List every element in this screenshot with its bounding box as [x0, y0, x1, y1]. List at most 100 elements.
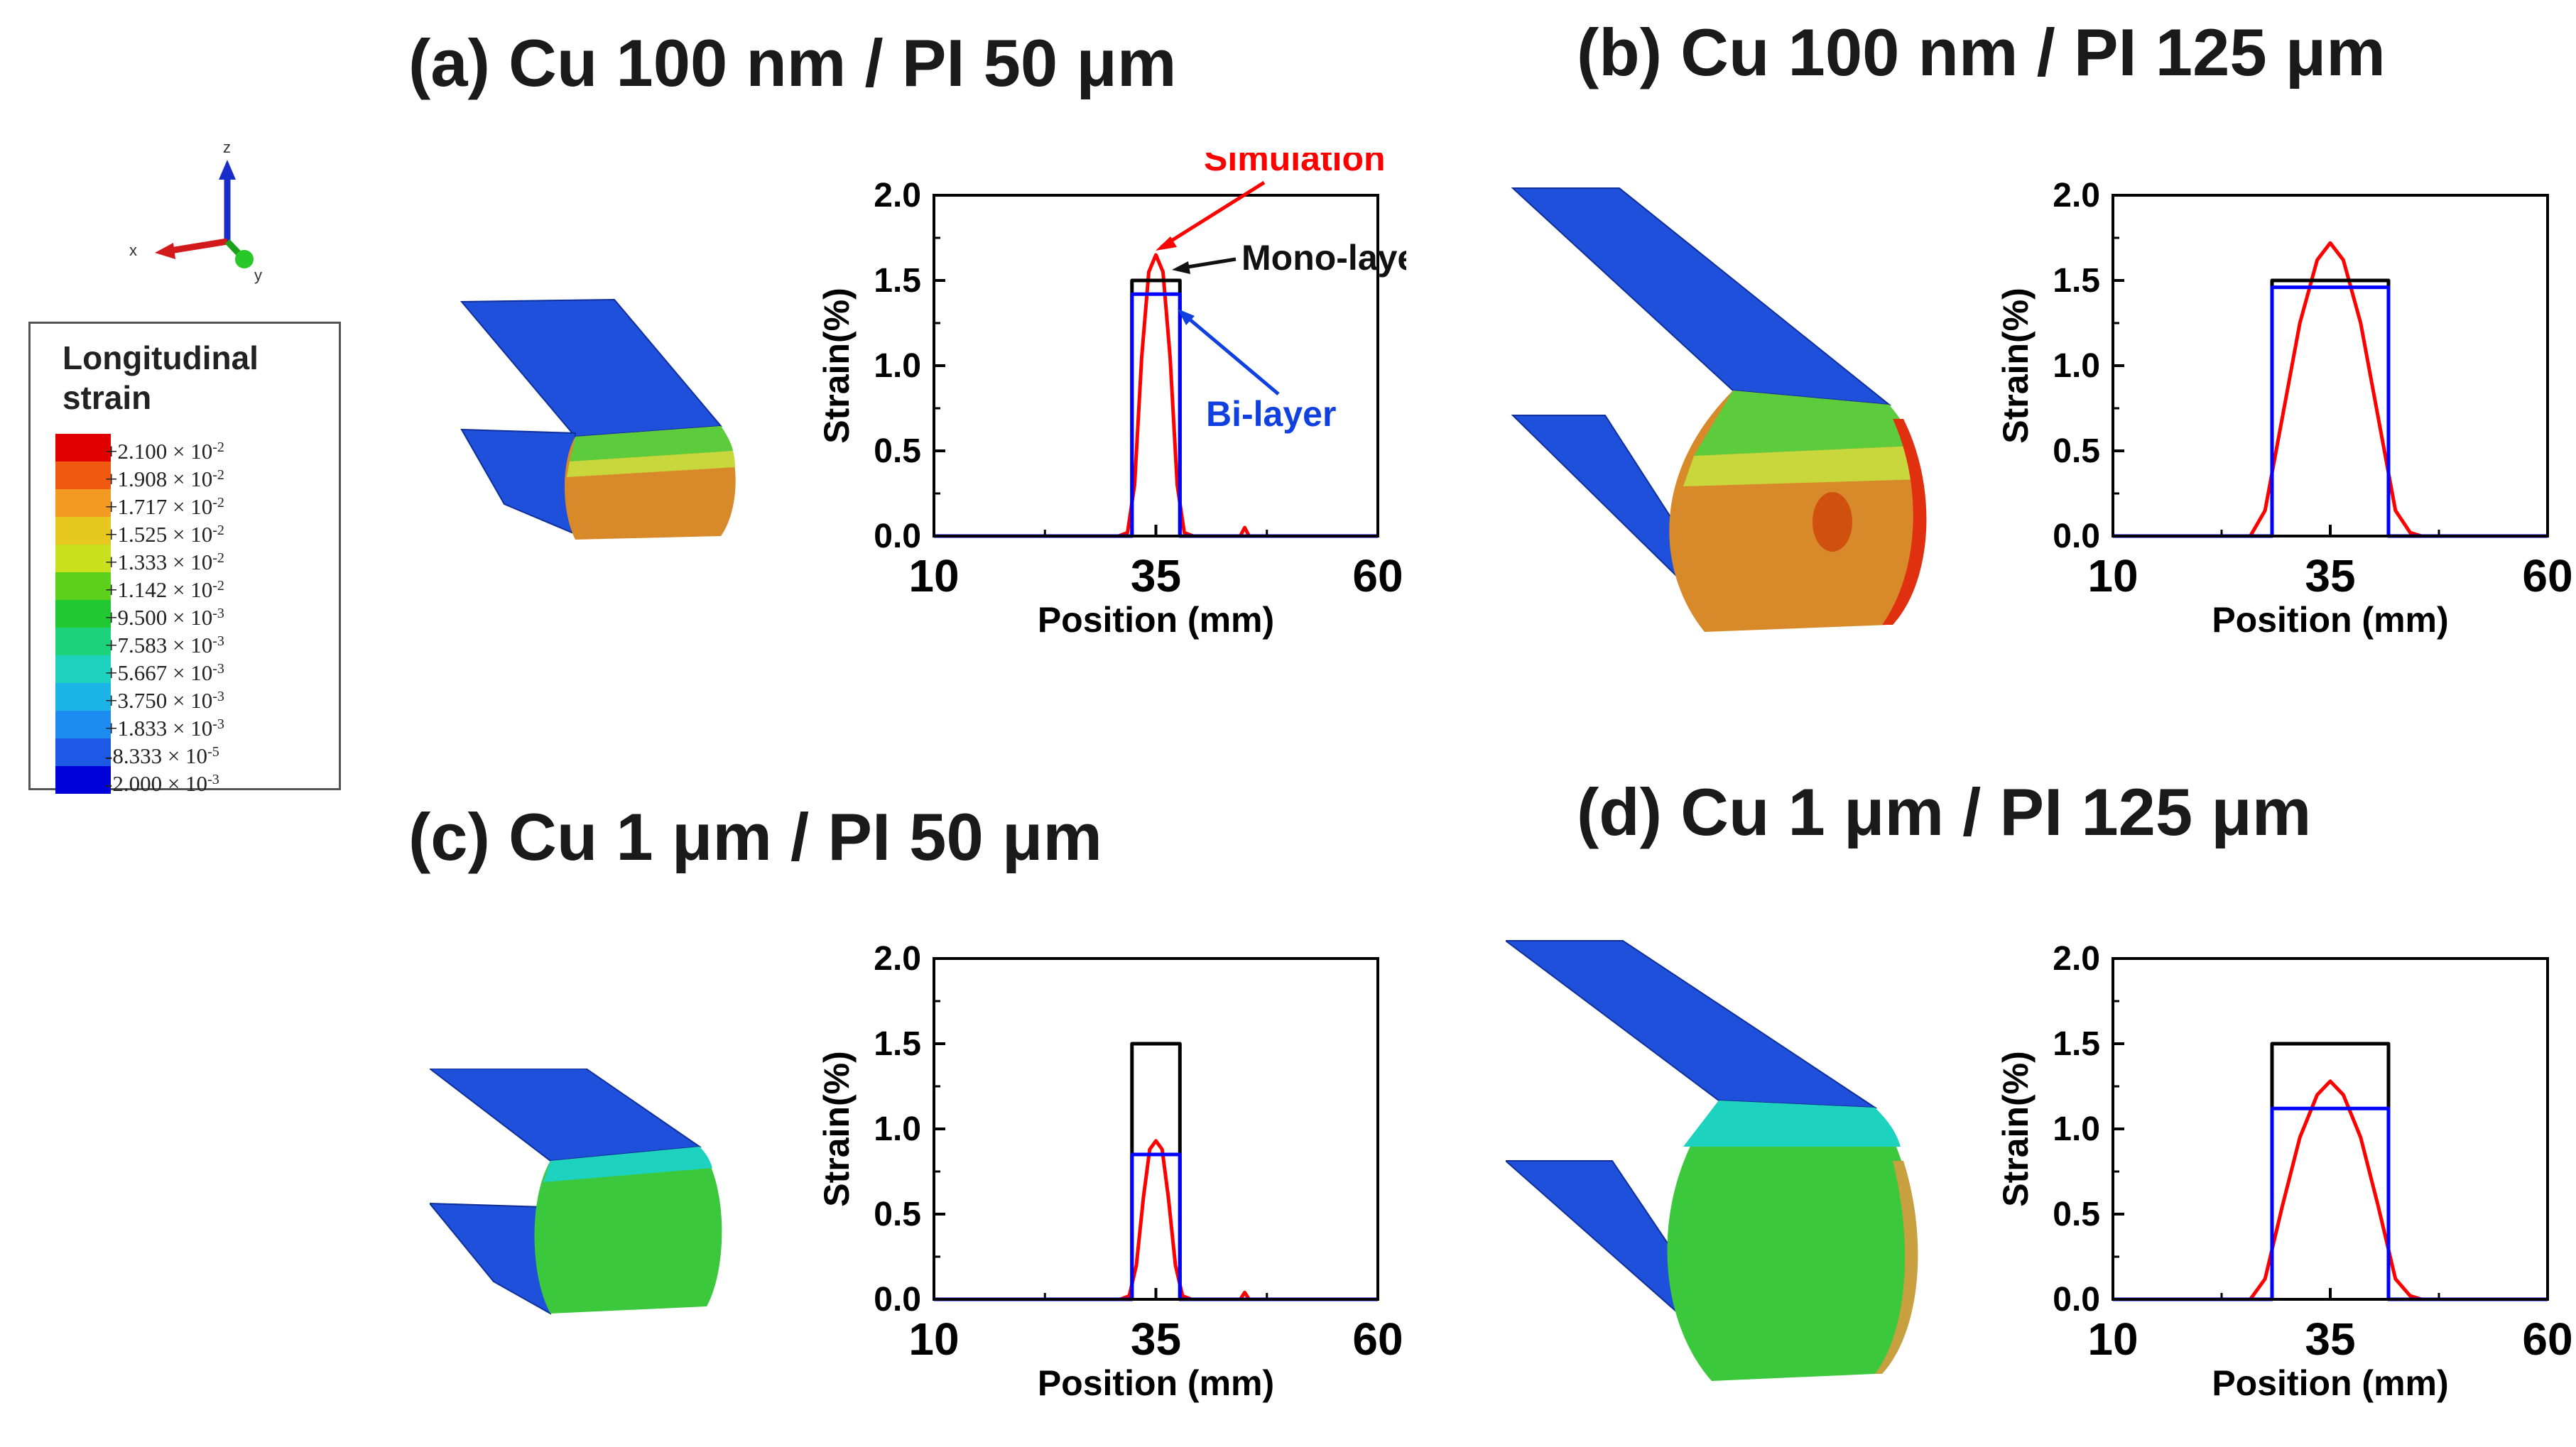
chart-a: 0.0 0.5 1.0 1.5 2.0 10 35 60 Position (mm) Strain…: [817, 177, 1403, 640]
x-tick-label: 10: [908, 1314, 959, 1365]
y-tick-label: 1.5: [874, 1025, 921, 1063]
legend-swatch: [55, 434, 111, 462]
chart-b: 0.0 0.5 1.0 1.5 2.0 10 35 60 Position (mm) Strain…: [1996, 177, 2573, 640]
series-line-mono-layer: [2113, 278, 2548, 538]
plot-area: 0.0 0.5 1.0 1.5 2.0 10 35 60 Position (mm) Strain…: [817, 940, 1403, 1403]
legend-mantissa: +9.500: [105, 605, 168, 630]
y-tick-label: 0.0: [874, 518, 921, 555]
legend-value-label: +1.525 × 10-2: [105, 522, 224, 547]
mesh-render-a: [460, 298, 736, 540]
legend-entry: +1.525 × 10-2: [55, 517, 339, 547]
y-tick-label: 1.0: [2053, 347, 2100, 385]
x-axis-label: Position (mm): [2212, 1363, 2448, 1403]
x-tick-label: 60: [1352, 550, 1403, 601]
legend-swatch: [55, 738, 111, 766]
y-tick-label: 1.5: [874, 262, 921, 300]
legend-swatch: [55, 600, 111, 628]
panel-title-c: (c) Cu 1 μm / PI 50 μm: [408, 799, 1102, 874]
x-axis-label: Position (mm): [1038, 600, 1274, 640]
chart-c: 0.0 0.5 1.0 1.5 2.0 10 35 60 Position (mm) Strain…: [817, 940, 1403, 1403]
strain-color-legend: Longitudinal strain +2.100 × 10-2 +1.908 …: [28, 322, 341, 796]
panel-title-d: (d) Cu 1 μm / PI 125 μm: [1577, 775, 2312, 849]
legend-mantissa: -2.000: [105, 771, 163, 796]
legend-exponent: -3: [212, 661, 224, 677]
legend-exponent: -5: [207, 744, 219, 760]
x-tick-label: 60: [2522, 1314, 2572, 1365]
y-tick-label: 1.0: [874, 1110, 921, 1148]
mesh-render-b: [1511, 187, 1927, 632]
legend-entry: +1.333 × 10-2: [55, 545, 339, 574]
x-tick-label: 35: [1131, 550, 1181, 601]
y-tick-label: 0.0: [2053, 518, 2100, 555]
legend-mantissa: +1.142: [105, 577, 168, 602]
legend-value-label: +2.100 × 10-2: [105, 439, 224, 464]
x-axis-label: Position (mm): [1038, 1363, 1274, 1403]
x-axis-label: Position (mm): [2212, 600, 2448, 640]
x-tick-label: 35: [2305, 1314, 2355, 1365]
legend-entry: +1.717 × 10-2: [55, 489, 339, 519]
legend-mantissa: +1.525: [105, 522, 168, 547]
legend-value-label: +1.908 × 10-2: [105, 466, 224, 491]
series-line-bi-layer: [934, 1152, 1378, 1301]
y-tick-label: 0.0: [2053, 1281, 2100, 1318]
series-line-mono-layer: [934, 278, 1378, 538]
legend-swatch: [55, 766, 111, 794]
legend-exponent: -2: [212, 467, 224, 483]
legend-mantissa: +1.833: [105, 716, 168, 741]
legend-swatch: [55, 628, 111, 655]
series-line-bi-layer: [2113, 285, 2548, 538]
x-tick-label: 10: [2087, 1314, 2138, 1365]
legend-exponent: -2: [212, 439, 224, 455]
legend-value-label: +1.333 × 10-2: [105, 550, 224, 574]
series-line-simulation: [934, 1139, 1378, 1301]
legend-value-label: +3.750 × 10-3: [105, 688, 224, 713]
chart-d: 0.0 0.5 1.0 1.5 2.0 10 35 60 Position (mm) Strain…: [1996, 940, 2573, 1403]
legend-mantissa: +1.908: [105, 466, 168, 491]
legend-mantissa: +1.717: [105, 494, 168, 519]
legend-entry: +1.908 × 10-2: [55, 462, 339, 491]
y-tick-label: 1.5: [2053, 262, 2100, 300]
mesh-render-c: [430, 1069, 722, 1315]
legend-entry: +1.833 × 10-3: [55, 711, 339, 741]
legend-mantissa: +1.333: [105, 550, 168, 574]
legend-exponent: -2: [212, 578, 224, 594]
x-tick-label: 10: [2087, 550, 2138, 601]
panel-title-a: (a) Cu 100 nm / PI 50 μm: [408, 26, 1177, 100]
plot-area: 0.0 0.5 1.0 1.5 2.0 10 35 60 Position (mm) Strain…: [817, 177, 1403, 640]
x-tick-label: 10: [908, 550, 959, 601]
series-line-bi-layer: [934, 292, 1378, 538]
axis-z-label: z: [223, 138, 231, 156]
legend-entry: +5.667 × 10-3: [55, 655, 339, 685]
axis-y-label: y: [254, 266, 262, 284]
legend-exponent: -2: [212, 550, 224, 566]
series-line-mono-layer: [934, 1042, 1378, 1301]
legend-swatch: [55, 462, 111, 489]
plot-frame: [933, 957, 1379, 1301]
axes-triad-icon: z x y: [129, 138, 262, 284]
y-axis-label: Strain(%): [1996, 1051, 2036, 1206]
legend-value-label: +9.500 × 10-3: [105, 605, 224, 630]
series-line-simulation: [934, 253, 1378, 538]
legend-swatch: [55, 683, 111, 711]
legend-entry: +9.500 × 10-3: [55, 600, 339, 630]
y-tick-label: 0.5: [2053, 432, 2100, 470]
y-tick-label: 2.0: [874, 940, 921, 978]
y-tick-label: 0.5: [874, 432, 921, 470]
x-tick-label: 35: [1131, 1314, 1181, 1365]
legend-swatch: [55, 489, 111, 517]
plot-area: 0.0 0.5 1.0 1.5 2.0 10 35 60 Position (mm) Strain…: [1996, 940, 2573, 1403]
y-tick-label: 2.0: [2053, 177, 2100, 214]
series-line-simulation: [2113, 1079, 2548, 1301]
plot-frame: [933, 194, 1379, 537]
mesh-render-d: [1506, 940, 1918, 1381]
legend-value-label: +1.142 × 10-2: [105, 577, 224, 602]
legend-mantissa: +5.667: [105, 660, 168, 685]
plot-frame: [2112, 194, 2549, 537]
legend-entry: +1.142 × 10-2: [55, 572, 339, 602]
plot-area: 0.0 0.5 1.0 1.5 2.0 10 35 60 Position (mm) Strain…: [1996, 177, 2573, 640]
y-tick-label: 1.0: [2053, 1110, 2100, 1148]
legend-mantissa: +7.583: [105, 633, 168, 657]
y-tick-label: 0.5: [2053, 1196, 2100, 1233]
legend-entry: -8.333 × 10-5: [55, 738, 339, 768]
legend-exponent: -3: [207, 772, 219, 787]
